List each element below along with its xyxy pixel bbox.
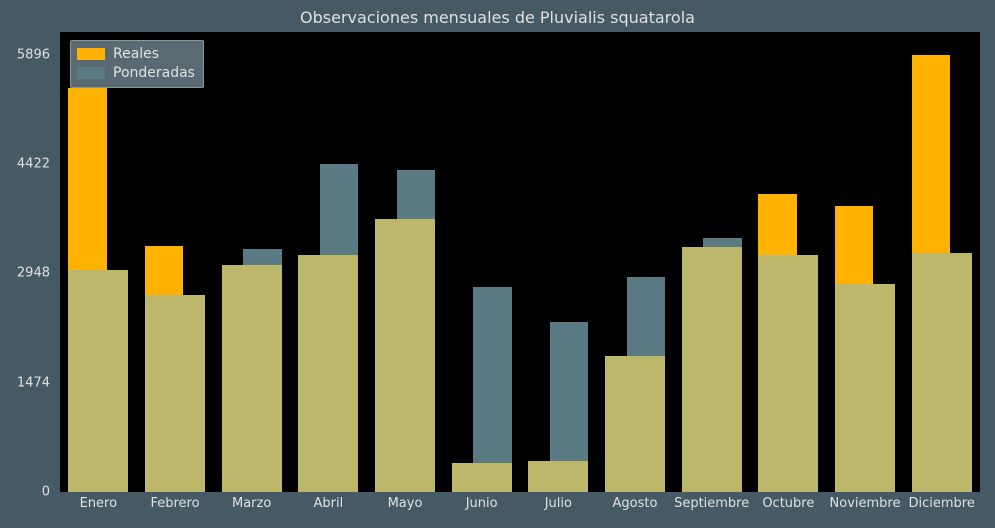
- bar-ponderadas-bottom: [397, 219, 435, 492]
- legend-label: Ponderadas: [113, 64, 195, 83]
- yaxis-labels: 01474294844225896: [0, 32, 56, 492]
- yaxis-tick-label: 2948: [17, 266, 50, 281]
- xaxis-tick-label: Noviembre: [830, 496, 901, 511]
- bar-reales-top: [145, 246, 183, 296]
- xaxis-tick-label: Febrero: [150, 496, 199, 511]
- chart-title: Observaciones mensuales de Pluvialis squ…: [0, 8, 995, 27]
- bar-reales-top: [68, 88, 106, 270]
- bar-ponderadas-bottom: [933, 253, 971, 492]
- bar-ponderadas-bottom: [780, 255, 818, 492]
- bar-ponderadas-bottom: [550, 461, 588, 492]
- bar-ponderadas-top: [397, 170, 435, 219]
- xaxis-tick-label: Enero: [80, 496, 117, 511]
- xaxis-tick-label: Junio: [466, 496, 498, 511]
- bar-ponderadas-bottom: [320, 255, 358, 492]
- figure: Observaciones mensuales de Pluvialis squ…: [0, 0, 995, 528]
- bar-ponderadas-top: [243, 249, 281, 265]
- xaxis-tick-label: Agosto: [613, 496, 658, 511]
- xaxis-tick-label: Diciembre: [908, 496, 974, 511]
- yaxis-tick-label: 1474: [17, 375, 50, 390]
- bar-reales-top: [758, 194, 796, 255]
- bar-ponderadas-bottom: [243, 265, 281, 492]
- legend-item: Ponderadas: [77, 64, 195, 83]
- bar-ponderadas-bottom: [473, 463, 511, 492]
- bar-ponderadas-bottom: [90, 270, 128, 492]
- bar-reales-top: [912, 55, 950, 254]
- bar-ponderadas-top: [550, 322, 588, 461]
- legend-label: Reales: [113, 45, 159, 64]
- bar-ponderadas-bottom: [857, 284, 895, 492]
- bar-ponderadas-top: [320, 164, 358, 255]
- yaxis-tick-label: 0: [42, 485, 50, 500]
- bar-ponderadas-bottom: [627, 356, 665, 492]
- bar-reales-top: [835, 206, 873, 284]
- bar-ponderadas-bottom: [167, 295, 205, 492]
- legend-swatch: [77, 48, 105, 60]
- xaxis-tick-label: Marzo: [232, 496, 271, 511]
- plot-inner: [60, 32, 980, 492]
- xaxis-labels: Enero Febrero Marzo Abril Mayo Junio Julio Agos…: [60, 494, 980, 524]
- xaxis-tick-label: Octubre: [762, 496, 814, 511]
- xaxis-tick-label: Julio: [545, 496, 572, 511]
- plot-area: [60, 32, 980, 492]
- legend-swatch: [77, 67, 105, 79]
- bar-ponderadas-top: [473, 287, 511, 463]
- bar-ponderadas-bottom: [703, 247, 741, 492]
- legend-item: Reales: [77, 45, 195, 64]
- xaxis-tick-label: Septiembre: [674, 496, 749, 511]
- yaxis-tick-label: 4422: [17, 156, 50, 171]
- xaxis-tick-label: Mayo: [388, 496, 423, 511]
- yaxis-tick-label: 5896: [17, 47, 50, 62]
- legend: RealesPonderadas: [70, 40, 204, 88]
- xaxis-tick-label: Abril: [313, 496, 343, 511]
- bar-ponderadas-top: [703, 238, 741, 248]
- bar-ponderadas-top: [627, 277, 665, 356]
